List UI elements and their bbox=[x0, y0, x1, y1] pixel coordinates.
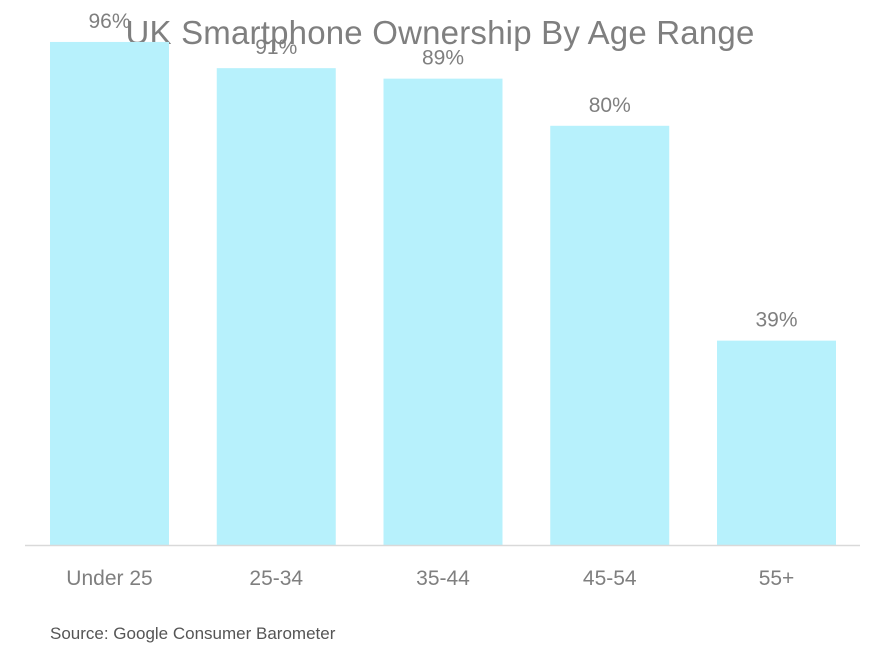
x-tick-label: 35-44 bbox=[416, 567, 470, 590]
x-tick-labels-layer: Under 25 25-34 35-44 45-54 55+ bbox=[66, 567, 794, 590]
bar-25-34 bbox=[216, 68, 336, 545]
x-tick-label: 25-34 bbox=[249, 567, 303, 590]
data-label: 96% bbox=[88, 10, 130, 33]
chart-title: UK Smartphone Ownership By Age Range bbox=[125, 14, 755, 51]
data-label: 91% bbox=[255, 36, 297, 59]
bar-under-25 bbox=[50, 41, 169, 546]
x-tick-label: Under 25 bbox=[66, 567, 152, 590]
data-label: 89% bbox=[422, 47, 464, 70]
data-label: 80% bbox=[589, 94, 631, 117]
bars-layer bbox=[50, 41, 836, 546]
bar-55- bbox=[717, 340, 836, 545]
x-tick-label: 55+ bbox=[759, 567, 795, 590]
source-note: Source: Google Consumer Barometer bbox=[50, 624, 336, 643]
bar-35-44 bbox=[383, 78, 503, 545]
x-tick-label: 45-54 bbox=[583, 567, 637, 590]
data-labels-layer: 96% 91% 89% 80% 39% bbox=[88, 10, 797, 332]
bar-45-54 bbox=[550, 125, 670, 546]
data-label: 39% bbox=[755, 309, 797, 332]
